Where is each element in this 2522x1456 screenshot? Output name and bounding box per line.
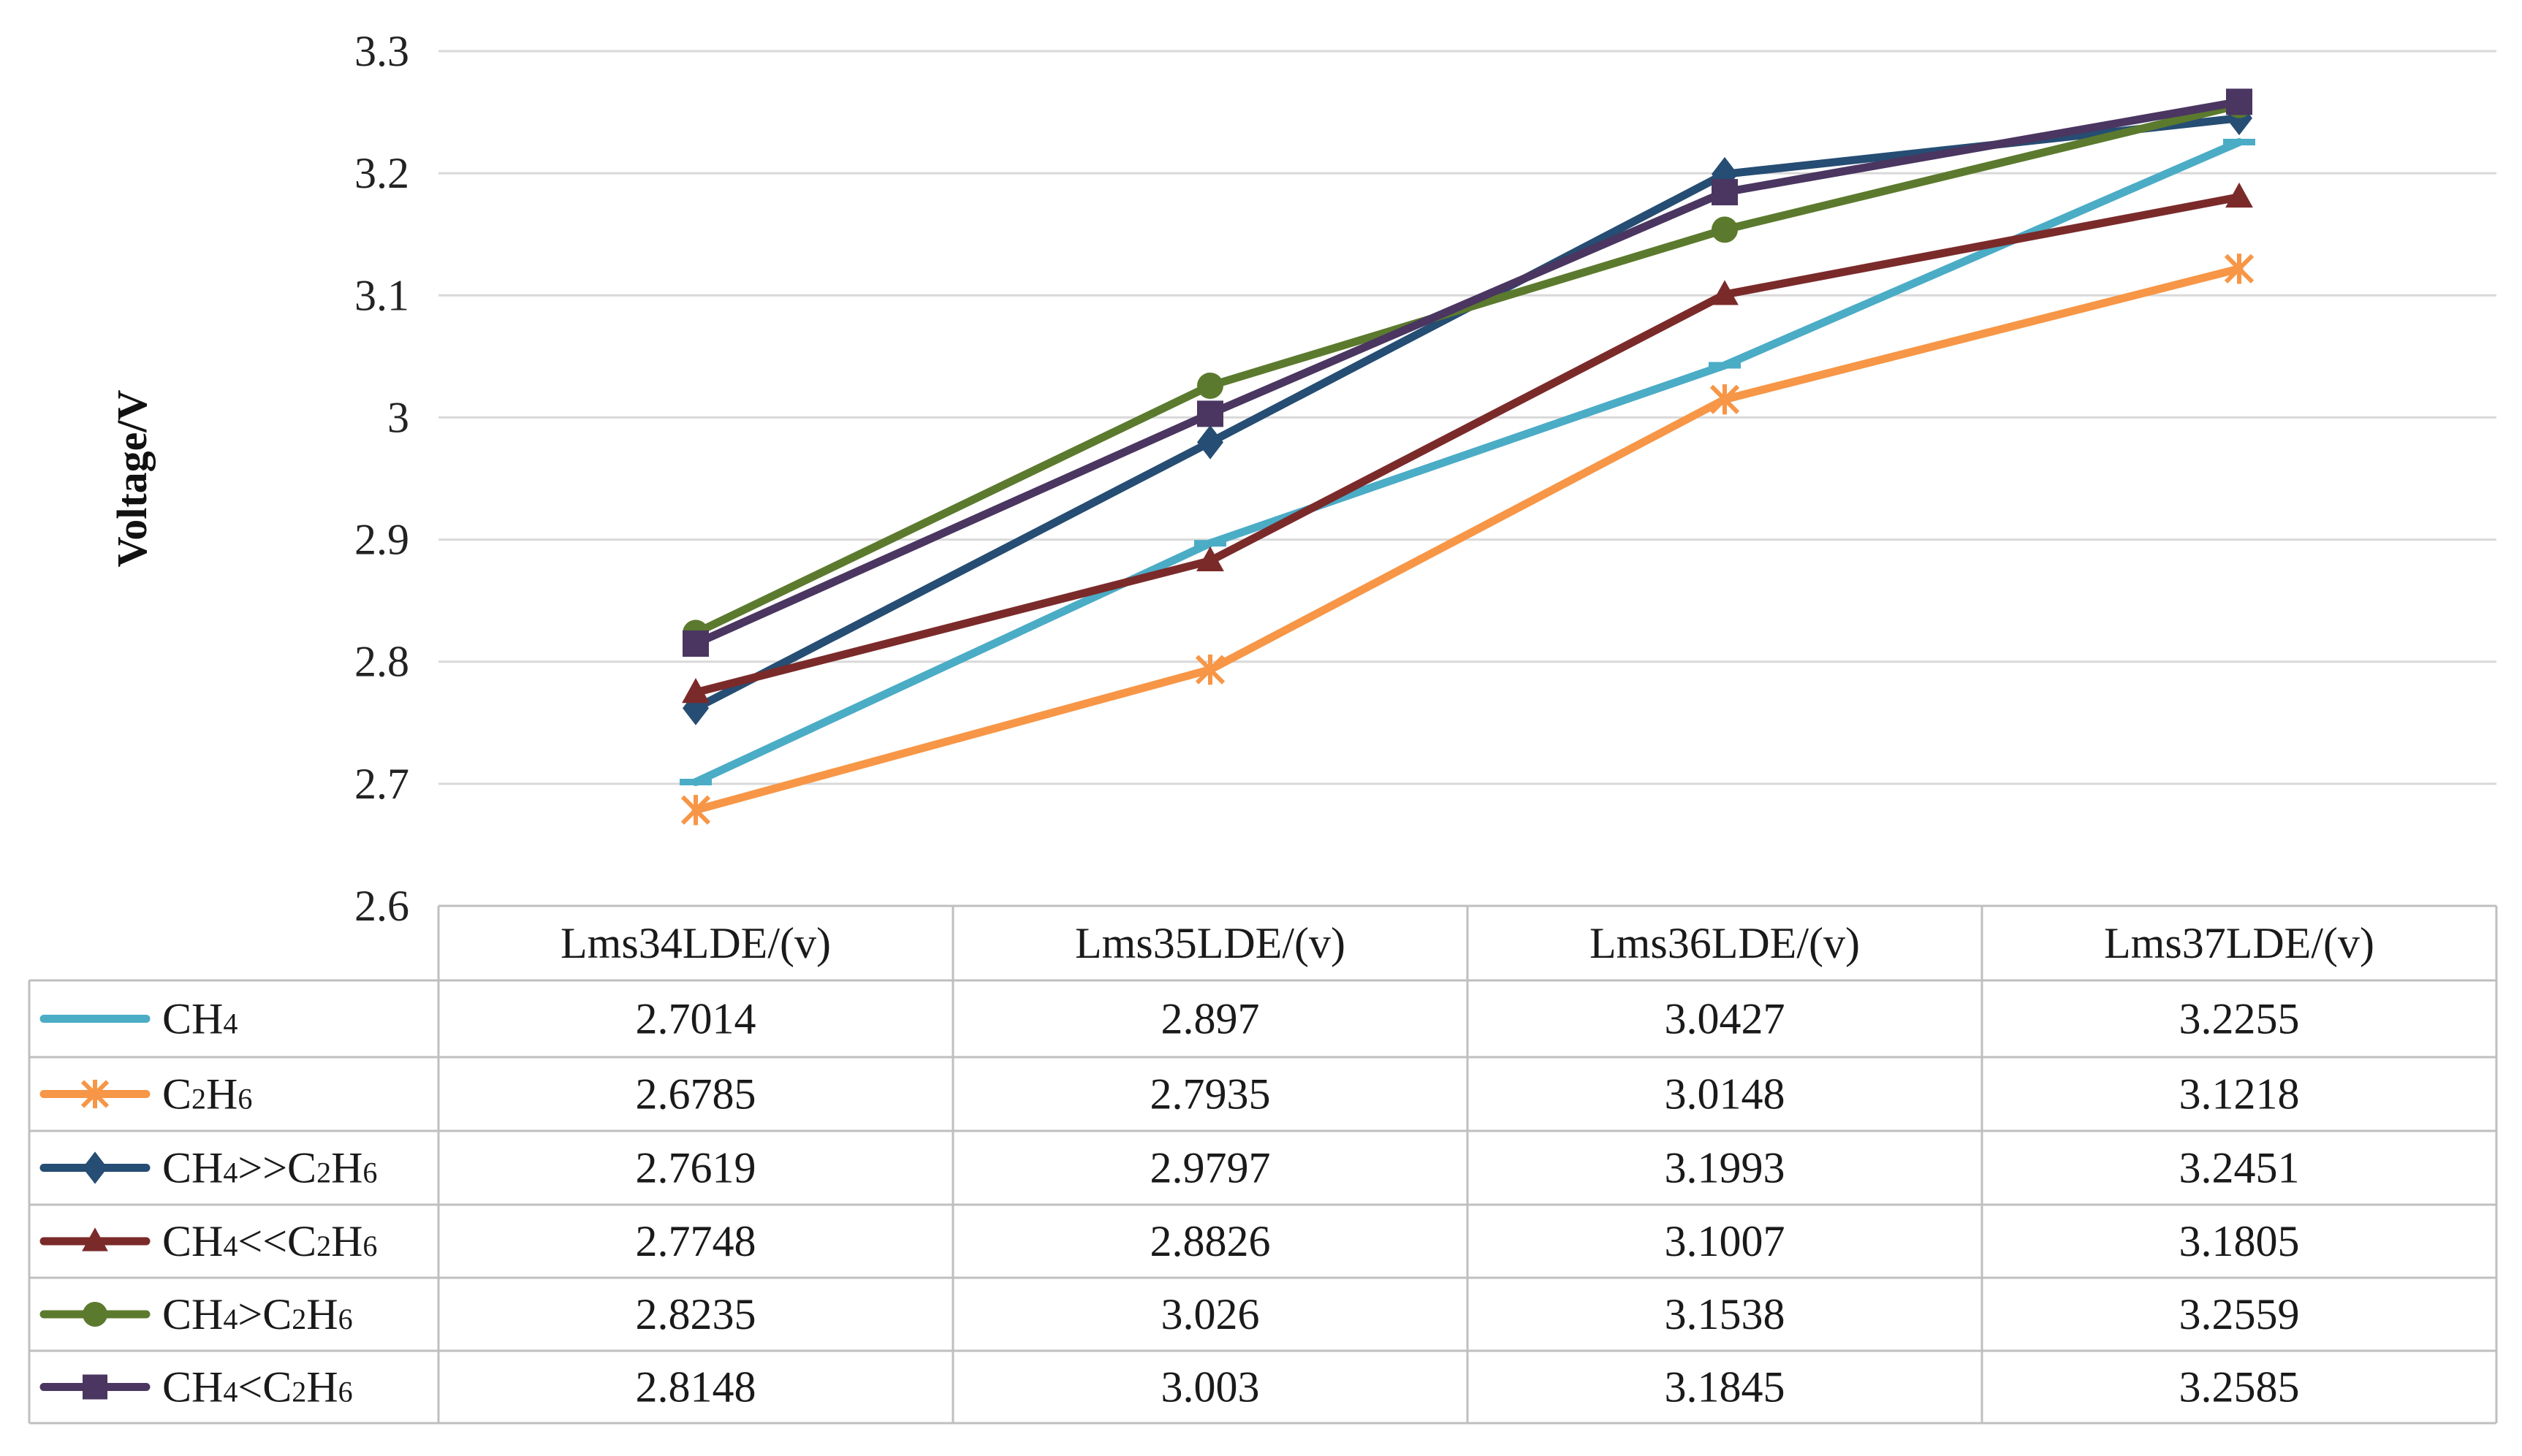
data-label: 3.2451 [2179,1144,2300,1192]
x-category-label: Lms37LDE/(v) [2104,919,2374,967]
series-lines [680,88,2255,826]
data-label: 2.7935 [1150,1070,1271,1118]
data-label: 2.6785 [636,1070,756,1118]
data-label: 3.2559 [2179,1290,2300,1338]
legend-label: CH4<C2H6 [162,1363,353,1411]
data-label: 3.2255 [2179,995,2300,1043]
data-label: 2.9797 [1150,1144,1271,1192]
data-point [682,678,710,704]
y-tick-label: 3.3 [354,27,409,75]
data-point [1709,384,1740,415]
series-0 [680,138,2255,787]
data-label: 3.1845 [1665,1363,1785,1411]
x-category-label: Lms34LDE/(v) [561,919,831,967]
triangle-marker [82,1227,108,1251]
data-label: 3.0148 [1665,1070,1785,1118]
legend-label: C2H6 [162,1070,252,1118]
data-label: 3.026 [1161,1290,1260,1338]
y-tick-label: 2.9 [354,516,409,564]
series-3 [682,182,2253,704]
data-point [680,795,711,826]
diamond-marker [83,1151,107,1184]
y-tick-label: 3 [387,393,409,441]
y-tick-label: 3.1 [354,271,409,319]
data-point [1711,280,1739,305]
data-point [1712,156,1738,191]
legend-key [39,1227,151,1251]
y-tick-label: 2.6 [354,882,409,930]
series-line [691,97,2244,648]
data-label: 3.0427 [1665,995,1785,1043]
x-category-label: Lms36LDE/(v) [1589,919,1860,967]
x-category-label: Lms35LDE/(v) [1075,919,1345,967]
star-marker [80,1079,110,1109]
data-point [1197,372,1223,399]
data-label: 3.1007 [1665,1217,1785,1265]
data-point [1196,546,1224,572]
legend-key [39,1151,151,1184]
data-label: 3.003 [1161,1363,1260,1411]
data-table: Lms34LDE/(v) Lms35LDE/(v) Lms36LDE/(v) Lms3… [28,904,2498,1425]
data-label: 3.1538 [1665,1290,1785,1338]
legend-key [39,1079,151,1109]
data-label: 3.1805 [2179,1217,2300,1265]
data-point [1197,400,1223,427]
data-point [2225,182,2253,208]
series-5 [683,88,2252,657]
data-point [2224,254,2255,284]
data-label: 2.7619 [636,1144,756,1192]
series-line [691,264,2244,815]
series-line [691,101,2244,637]
data-label: 3.2585 [2179,1363,2300,1411]
data-label: 2.897 [1161,995,1260,1043]
data-point [1712,179,1738,206]
y-axis-label: Voltage/V [108,390,156,568]
data-label: 2.7014 [636,995,756,1043]
y-axis-ticks: 2.6 2.7 2.8 2.9 3 3.1 3.2 3.3 [354,27,409,930]
legend-key [39,1374,151,1400]
y-tick-label: 2.8 [354,638,409,686]
data-label: 2.8826 [1150,1217,1271,1265]
data-label: 2.8235 [636,1290,756,1338]
data-point [2226,88,2252,115]
series-line [691,138,2244,787]
series-4 [683,91,2252,647]
legend-label: CH4<<C2H6 [162,1217,377,1265]
data-label: 3.1218 [2179,1070,2300,1118]
circle-marker [83,1302,107,1327]
data-label: 2.7748 [636,1217,756,1265]
data-label: 3.1993 [1665,1144,1785,1192]
series-line [691,193,2244,697]
series-line [691,114,2244,712]
data-label: 2.8148 [636,1363,756,1411]
square-marker [83,1374,107,1400]
data-point [1712,216,1738,243]
legend-label: CH4 [162,995,238,1043]
series-1 [680,254,2255,826]
data-point [1195,654,1226,685]
y-tick-label: 3.2 [354,149,409,197]
data-point [1197,424,1223,460]
legend-label: CH4>C2H6 [162,1290,353,1338]
legend-key [39,1302,151,1327]
legend-label: CH4>>C2H6 [162,1144,377,1192]
y-tick-label: 2.7 [354,760,409,808]
data-point [683,630,709,657]
